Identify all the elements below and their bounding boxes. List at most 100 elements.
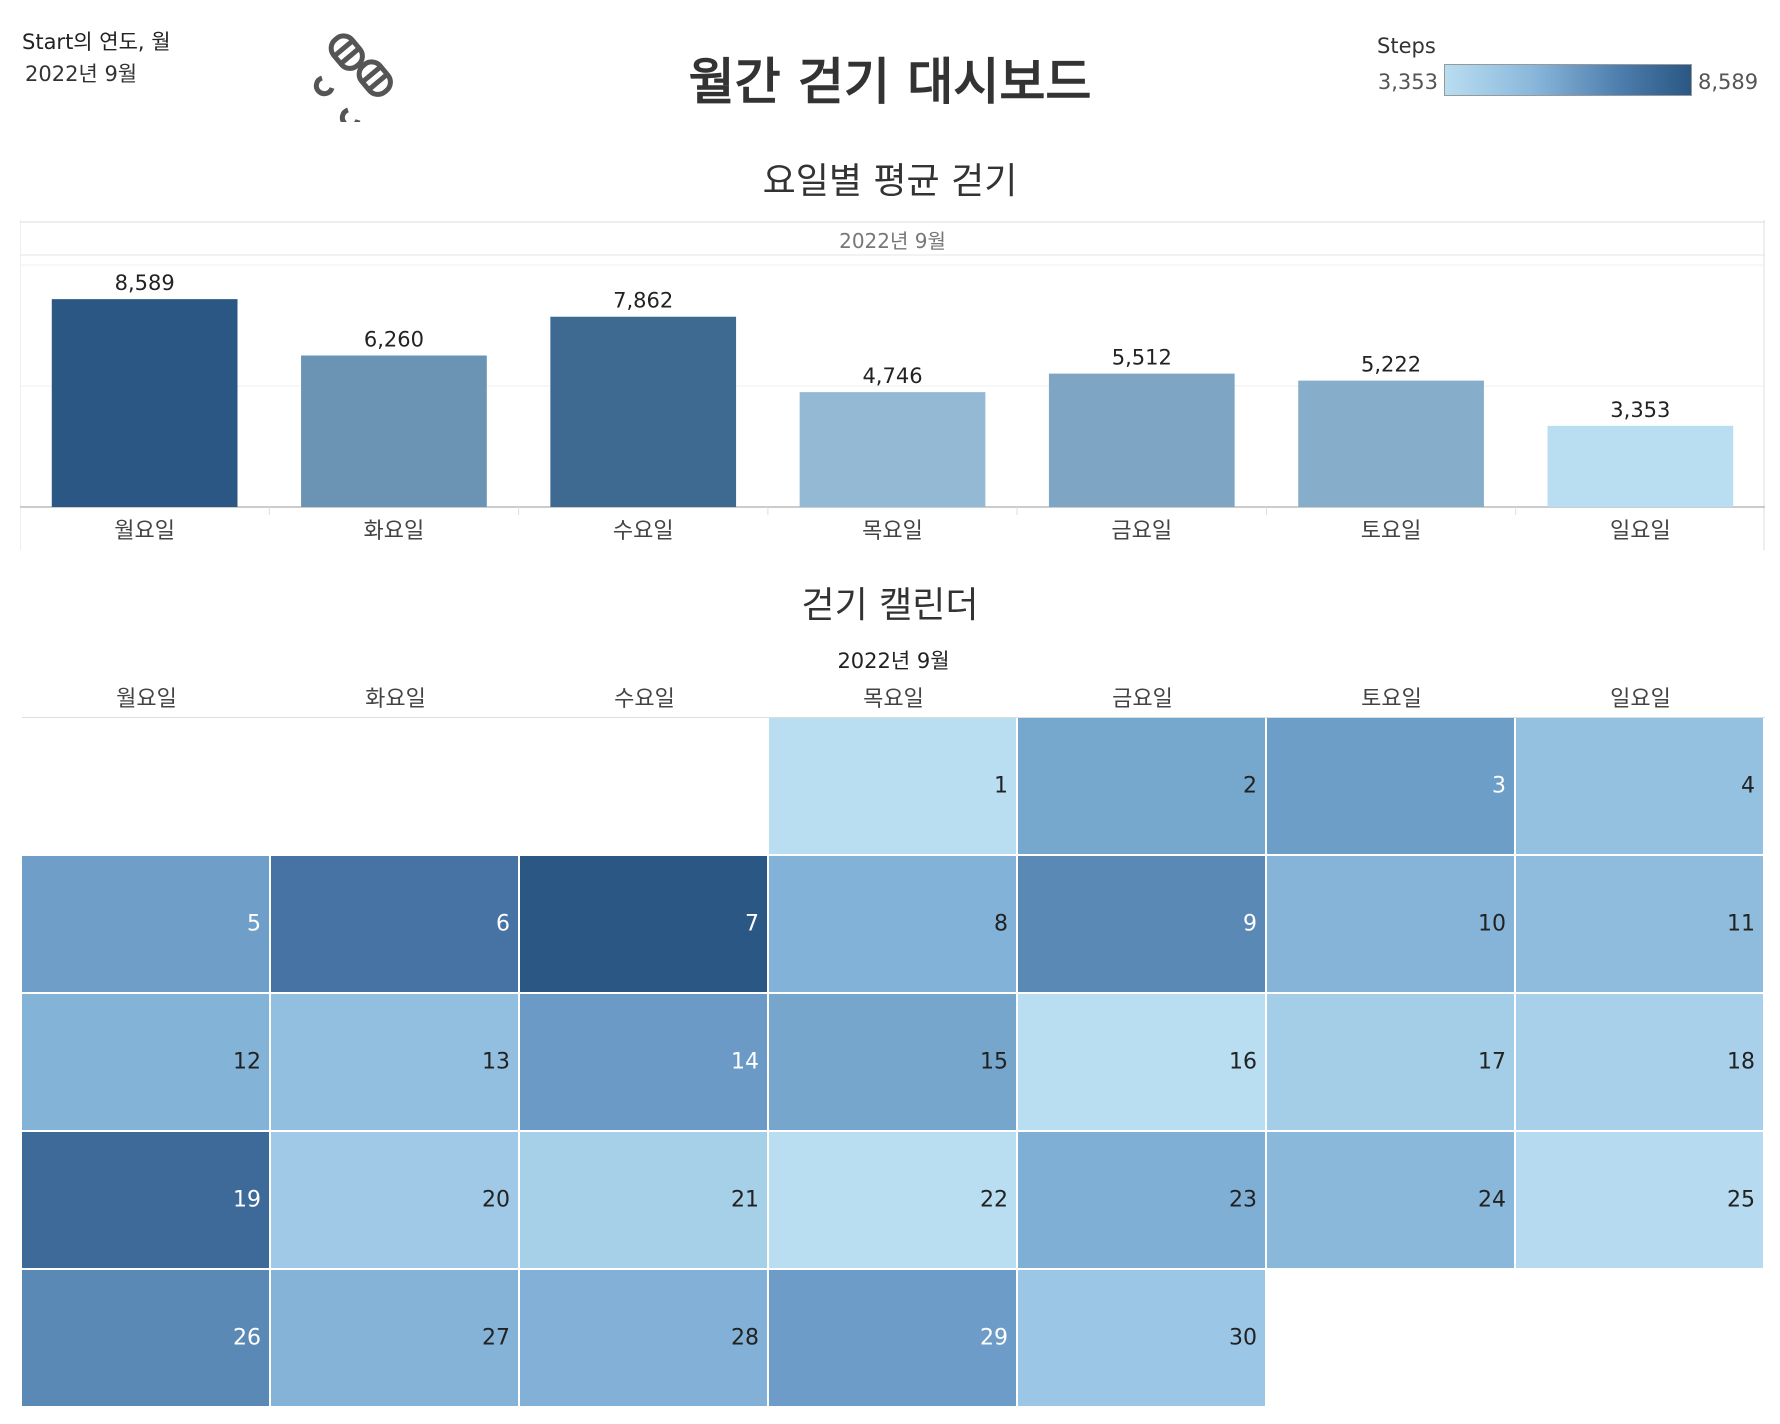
bar [799,392,986,507]
calendar-day-cell[interactable]: 9 [1018,856,1267,994]
calendar-day-cell[interactable]: 11 [1516,856,1765,994]
bar-category-label: 화요일 [364,519,425,544]
calendar-weekday-header: 화요일 [365,687,426,712]
legend-title: Steps [1377,34,1436,58]
bar-value-label: 5,512 [1112,346,1172,370]
calendar-day-cell[interactable]: 15 [769,994,1018,1132]
calendar-day-number: 5 [247,911,261,937]
calendar-weekday-header: 목요일 [863,687,924,712]
calendar-section-title: 걷기 캘린더 [801,585,979,626]
calendar-day-number: 22 [980,1187,1008,1213]
calendar-day-number: 12 [233,1049,261,1075]
calendar-weekday-header: 수요일 [614,687,675,712]
calendar-day-cell[interactable]: 21 [520,1132,769,1270]
calendar-day-cell[interactable]: 6 [271,856,520,994]
calendar-day-cell[interactable]: 20 [271,1132,520,1270]
calendar-day-cell[interactable]: 29 [769,1270,1018,1408]
bar-category-label: 토요일 [1361,519,1422,544]
calendar-day-number: 10 [1478,911,1506,937]
calendar-day-cell[interactable]: 23 [1018,1132,1267,1270]
bar-category-label: 수요일 [613,519,674,544]
legend-max-label: 8,589 [1698,70,1759,94]
calendar-day-number: 13 [482,1049,510,1075]
calendar-day-cell[interactable]: 10 [1267,856,1516,994]
filter-value[interactable]: 2022년 9월 [25,62,138,86]
calendar-day-cell[interactable]: 7 [520,856,769,994]
calendar-day-number: 2 [1243,773,1257,799]
calendar-day-number: 15 [980,1049,1008,1075]
calendar-day-number: 14 [731,1049,759,1075]
calendar-day-number: 21 [731,1187,759,1213]
calendar-weekday-header: 일요일 [1610,687,1671,712]
calendar-day-number: 11 [1727,911,1755,937]
legend-color-ramp [1444,64,1692,96]
bar [1547,425,1734,507]
calendar-grid: 1 2 3 4 5 6 7 8 9 10 11 12 13 14 15 16 17 18 19 20 21 22 23 24 2… [22,717,1765,1408]
calendar-day-number: 1 [994,773,1008,799]
calendar-day-number: 19 [233,1187,261,1213]
bar-value-label: 3,353 [1610,398,1670,422]
calendar-day-cell[interactable]: 5 [22,856,271,994]
calendar-day-cell[interactable]: 13 [271,994,520,1132]
footprints-icon [313,33,393,122]
calendar-weekday-header: 토요일 [1361,687,1422,712]
filter-label: Start의 연도, 월 [22,30,171,54]
calendar-day-number: 26 [233,1325,261,1351]
calendar-day-cell[interactable]: 30 [1018,1270,1267,1408]
calendar-day-cell[interactable]: 19 [22,1132,271,1270]
calendar-day-number: 28 [731,1325,759,1351]
calendar-weekday-header: 금요일 [1112,687,1173,712]
calendar-day-number: 23 [1229,1187,1257,1213]
bar-value-label: 8,589 [115,271,175,295]
calendar-day-number: 4 [1741,773,1755,799]
calendar-day-cell[interactable]: 18 [1516,994,1765,1132]
bar-value-label: 4,746 [862,364,922,388]
calendar-day-number: 18 [1727,1049,1755,1075]
calendar-day-number: 3 [1492,773,1506,799]
calendar-day-number: 8 [994,911,1008,937]
bar-category-label: 금요일 [1111,519,1172,544]
calendar-day-cell[interactable]: 3 [1267,718,1516,856]
bar [550,316,737,507]
legend-min-label: 3,353 [1377,70,1438,94]
bar-category-label: 일요일 [1610,519,1671,544]
calendar-day-number: 30 [1229,1325,1257,1351]
calendar-day-cell[interactable]: 14 [520,994,769,1132]
bar-value-label: 5,222 [1361,353,1421,377]
calendar-day-number: 27 [482,1325,510,1351]
calendar-day-cell[interactable]: 2 [1018,718,1267,856]
calendar-day-cell[interactable]: 8 [769,856,1018,994]
calendar-day-cell[interactable]: 26 [22,1270,271,1408]
calendar-day-number: 6 [496,911,510,937]
calendar-day-cell[interactable]: 24 [1267,1132,1516,1270]
calendar-day-cell[interactable]: 4 [1516,718,1765,856]
calendar-weekday-header: 월요일 [116,687,177,712]
calendar-day-cell[interactable]: 16 [1018,994,1267,1132]
bar-value-label: 7,862 [613,289,673,313]
bar-category-label: 목요일 [862,519,923,544]
bar-value-label: 6,260 [364,328,424,352]
calendar-day-number: 24 [1478,1187,1506,1213]
bar [301,355,487,507]
bar [51,299,238,507]
calendar-day-cell[interactable]: 22 [769,1132,1018,1270]
calendar-day-cell[interactable]: 17 [1267,994,1516,1132]
calendar-day-number: 9 [1243,911,1257,937]
calendar-day-number: 29 [980,1325,1008,1351]
calendar-day-cell[interactable]: 1 [769,718,1018,856]
bar [1298,380,1484,507]
calendar-day-cell[interactable]: 28 [520,1270,769,1408]
calendar-day-cell[interactable]: 12 [22,994,271,1132]
calendar-day-cell[interactable]: 25 [1516,1132,1765,1270]
calendar-day-number: 17 [1478,1049,1506,1075]
weekday-bar-chart: 2022년 9월 8,589 월요일 6,260 화요일 7,862 수요일 4,746 목요… [20,220,1765,550]
bar [1048,373,1235,507]
calendar-day-number: 25 [1727,1187,1755,1213]
bar-category-label: 월요일 [114,519,175,544]
calendar-day-cell[interactable]: 27 [271,1270,520,1408]
calendar-day-number: 16 [1229,1049,1257,1075]
calendar-month-label: 2022년 9월 [837,649,950,673]
calendar-day-number: 20 [482,1187,510,1213]
calendar-day-number: 7 [745,911,759,937]
dashboard-title: 월간 걷기 대시보드 [688,53,1092,111]
